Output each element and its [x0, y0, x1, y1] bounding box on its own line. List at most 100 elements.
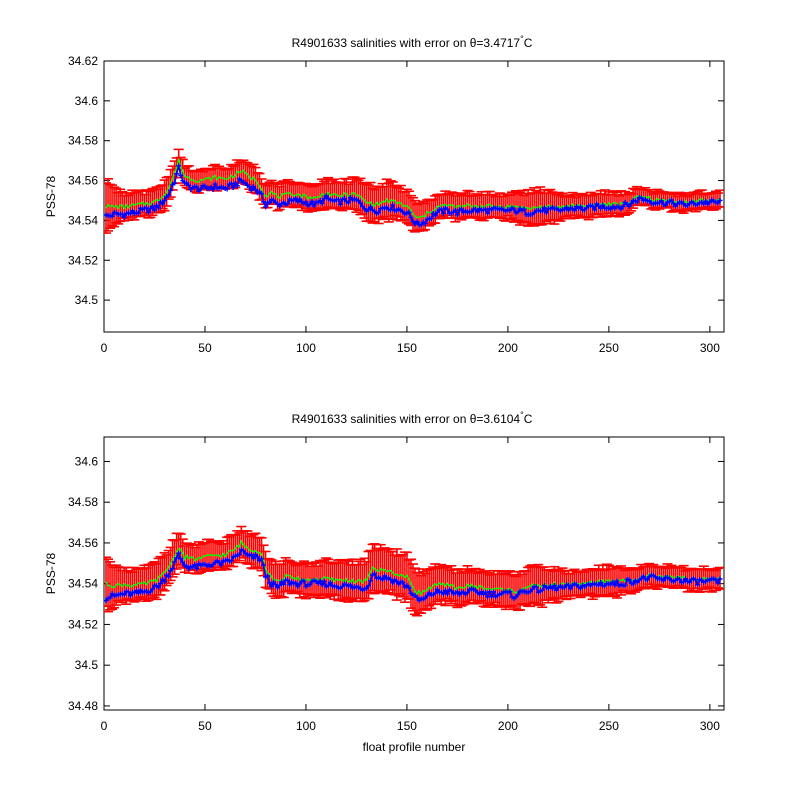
float-marker: [180, 559, 186, 565]
float-marker: [311, 203, 317, 209]
float-marker: [170, 566, 176, 572]
float-marker: [293, 195, 299, 201]
plot-frame: [103, 60, 725, 333]
y-axis-label: PSS-78: [44, 175, 58, 217]
float-series: [104, 547, 723, 604]
chart-title: R4901633 salinities with error on θ=3.47…: [292, 34, 533, 50]
float-marker: [458, 206, 464, 212]
float-marker: [578, 585, 584, 591]
float-marker: [541, 205, 547, 211]
float-marker: [119, 211, 125, 217]
float-marker: [254, 554, 260, 560]
top-salinity-panel: R4901633 salinities with error on θ=3.47…: [44, 34, 725, 355]
title-degree: °: [520, 410, 524, 420]
float-marker: [491, 589, 497, 595]
float-marker: [578, 204, 584, 210]
float-marker: [174, 555, 180, 561]
float-marker: [230, 184, 236, 190]
x-tick-label: 200: [498, 719, 518, 733]
float-marker: [135, 210, 141, 216]
float-marker: [717, 197, 723, 203]
float-marker: [465, 590, 471, 596]
float-marker: [194, 566, 200, 572]
float-marker: [610, 579, 616, 585]
float-marker: [216, 559, 222, 565]
x-tick-label: 0: [101, 719, 108, 733]
float-marker: [448, 588, 454, 594]
float-marker: [198, 186, 204, 192]
float-marker: [162, 197, 168, 203]
y-tick-label: 34.52: [68, 617, 98, 631]
float-marker: [424, 593, 430, 599]
y-tick-label: 34.54: [68, 577, 98, 591]
title-main: R4901633 salinities with error on θ=3.61…: [292, 412, 521, 426]
float-marker: [172, 559, 178, 565]
float-marker: [307, 201, 313, 207]
x-tick-label: 50: [198, 719, 212, 733]
float-marker: [660, 578, 666, 584]
float-marker: [224, 186, 230, 192]
float-marker: [414, 219, 420, 225]
float-marker: [158, 580, 164, 586]
float-marker: [572, 207, 578, 213]
y-tick-label: 34.62: [68, 54, 98, 68]
float-marker: [376, 210, 382, 216]
float-marker: [406, 585, 412, 591]
float-marker: [713, 577, 719, 583]
x-tick-label: 300: [700, 341, 720, 355]
float-marker: [422, 595, 428, 601]
y-tick-label: 34.48: [68, 699, 98, 713]
float-marker: [285, 200, 291, 206]
float-marker: [259, 556, 265, 562]
float-marker: [372, 571, 378, 577]
x-tick-label: 250: [599, 341, 619, 355]
float-marker: [475, 209, 481, 215]
float-marker: [218, 562, 224, 568]
float-marker: [129, 208, 135, 214]
float-marker: [630, 581, 636, 587]
float-marker: [515, 592, 521, 598]
float-marker: [250, 183, 256, 189]
y-tick-label: 34.56: [68, 174, 98, 188]
float-marker: [307, 582, 313, 588]
x-tick-label: 100: [296, 341, 316, 355]
float-marker: [259, 191, 265, 197]
float-marker: [323, 193, 329, 199]
float-marker: [394, 578, 400, 584]
float-marker: [438, 206, 444, 212]
float-marker: [553, 587, 559, 593]
float-marker: [511, 206, 517, 212]
float-marker: [715, 580, 721, 586]
float-marker: [662, 202, 668, 208]
float-marker: [267, 580, 273, 586]
float-marker: [267, 200, 273, 206]
float-marker: [529, 586, 535, 592]
float-series: [104, 163, 723, 228]
float-marker: [368, 578, 374, 584]
float-marker: [236, 551, 242, 557]
float-marker: [166, 573, 172, 579]
float-marker: [614, 578, 620, 584]
x-tick-label: 300: [700, 719, 720, 733]
float-marker: [598, 580, 604, 586]
float-marker: [277, 582, 283, 588]
float-marker: [178, 556, 184, 562]
x-tick-label: 250: [599, 719, 619, 733]
float-marker: [347, 582, 353, 588]
x-tick-label: 200: [498, 341, 518, 355]
float-marker: [454, 212, 460, 218]
float-marker: [600, 202, 606, 208]
float-marker: [287, 582, 293, 588]
float-marker: [668, 197, 674, 203]
float-marker: [317, 198, 323, 204]
float-marker: [234, 183, 240, 189]
float-marker: [382, 573, 388, 579]
float-marker: [269, 584, 275, 590]
float-marker: [319, 200, 325, 206]
float-marker: [422, 221, 428, 227]
float-marker: [521, 206, 527, 212]
float-marker: [434, 209, 440, 215]
float-marker: [608, 206, 614, 212]
